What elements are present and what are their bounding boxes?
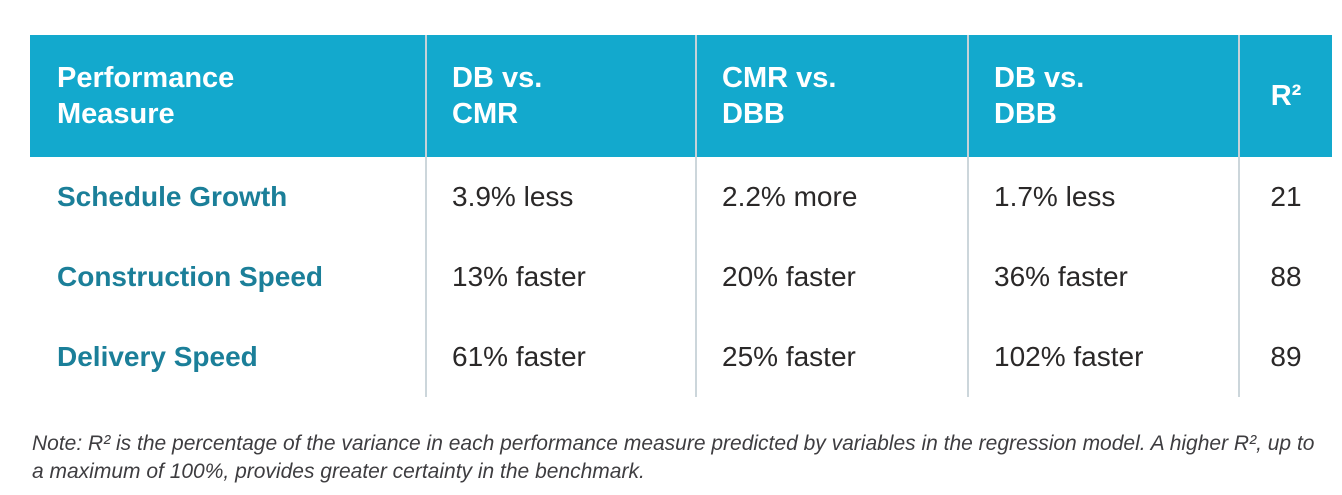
header-label: DB vs. DBB bbox=[994, 62, 1085, 130]
header-r-squared: R² bbox=[1238, 35, 1332, 157]
cell-delivery-speed-r-squared: 89 bbox=[1238, 317, 1332, 397]
cell-delivery-speed-db-vs-dbb: 102% faster bbox=[967, 317, 1238, 397]
cell-schedule-growth-cmr-vs-dbb: 2.2% more bbox=[695, 157, 967, 237]
header-performance-measure: Performance Measure bbox=[30, 35, 425, 157]
table-footnote: Note: R² is the percentage of the varian… bbox=[32, 432, 1315, 483]
cell-delivery-speed-cmr-vs-dbb: 25% faster bbox=[695, 317, 967, 397]
row-label-schedule-growth: Schedule Growth bbox=[30, 157, 425, 237]
cell-construction-speed-cmr-vs-dbb: 20% faster bbox=[695, 237, 967, 317]
row-label-delivery-speed: Delivery Speed bbox=[30, 317, 425, 397]
cell-delivery-speed-db-vs-cmr: 61% faster bbox=[425, 317, 695, 397]
performance-benchmark-table: Performance Measure DB vs. CMR CMR vs. D… bbox=[30, 35, 1332, 397]
cell-construction-speed-db-vs-cmr: 13% faster bbox=[425, 237, 695, 317]
cell-schedule-growth-db-vs-cmr: 3.9% less bbox=[425, 157, 695, 237]
cell-schedule-growth-db-vs-dbb: 1.7% less bbox=[967, 157, 1238, 237]
header-db-vs-cmr: DB vs. CMR bbox=[425, 35, 695, 157]
row-label-construction-speed: Construction Speed bbox=[30, 237, 425, 317]
header-label: R² bbox=[1270, 80, 1302, 112]
header-label: CMR vs. DBB bbox=[722, 62, 837, 130]
header-label: DB vs. CMR bbox=[452, 62, 543, 130]
header-db-vs-dbb: DB vs. DBB bbox=[967, 35, 1238, 157]
cell-construction-speed-r-squared: 88 bbox=[1238, 237, 1332, 317]
cell-construction-speed-db-vs-dbb: 36% faster bbox=[967, 237, 1238, 317]
cell-schedule-growth-r-squared: 21 bbox=[1238, 157, 1332, 237]
header-cmr-vs-dbb: CMR vs. DBB bbox=[695, 35, 967, 157]
header-label: Performance Measure bbox=[57, 62, 235, 130]
